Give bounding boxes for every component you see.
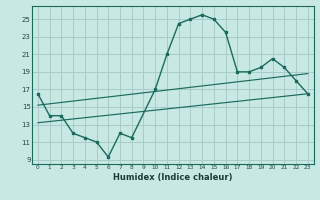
X-axis label: Humidex (Indice chaleur): Humidex (Indice chaleur): [113, 173, 233, 182]
